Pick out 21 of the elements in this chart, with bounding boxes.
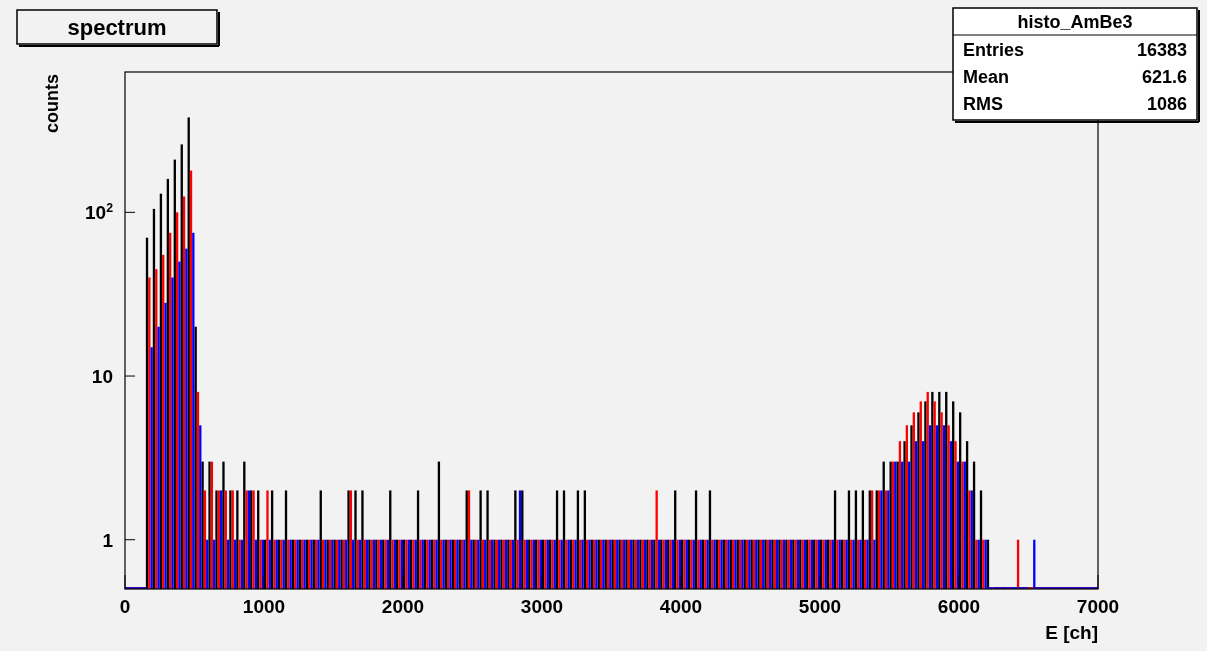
y-tick-label: 1	[102, 529, 114, 551]
x-tick-label: 6000	[937, 596, 981, 617]
y-tick-label: 10$^{2}$	[84, 201, 114, 224]
y-tick-label: 10	[91, 366, 113, 388]
x-tick-label: 3000	[520, 596, 564, 617]
text: 1086	[1146, 94, 1187, 114]
text: 621.6	[1141, 67, 1187, 87]
x-tick-label: 2000	[381, 596, 425, 617]
x-axis-title: E [ch]	[1045, 622, 1098, 643]
annotation: Mean	[963, 67, 1010, 87]
text: histo_AmBe3	[1017, 12, 1133, 32]
x-tick-label: 4000	[659, 596, 703, 617]
x-tick-label: 5000	[798, 596, 842, 617]
text: Entries	[963, 40, 1025, 60]
x-tick-label: 7000	[1076, 596, 1120, 617]
chart-title: spectrum	[67, 15, 167, 40]
annotation: RMS	[963, 94, 1003, 114]
y-axis-title: counts	[42, 74, 62, 134]
text: 16383	[1136, 40, 1187, 60]
x-tick-label: 1000	[242, 596, 286, 617]
x-tick-label: 0	[119, 596, 131, 617]
